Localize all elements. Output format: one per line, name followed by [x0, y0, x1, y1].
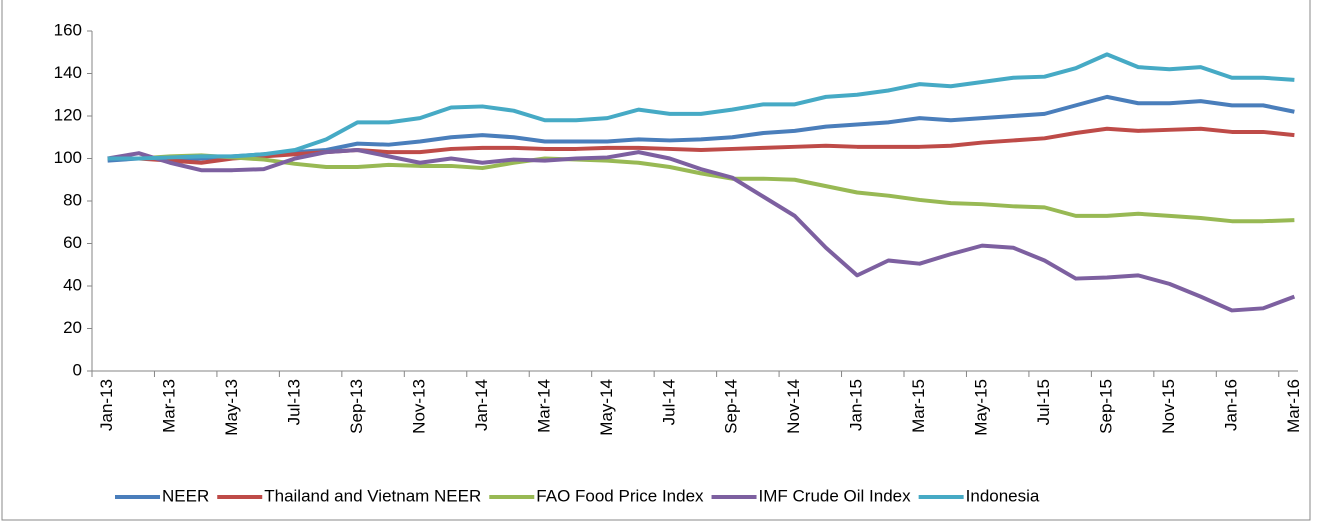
- legend-label: FAO Food Price Index: [536, 486, 704, 505]
- x-tick-label: Jan-13: [97, 379, 116, 431]
- x-tick-label: Jan-15: [847, 379, 866, 431]
- x-tick-label: Mar-13: [160, 379, 179, 433]
- x-tick-label: Mar-16: [1284, 379, 1303, 433]
- x-tick-label: Nov-14: [784, 379, 803, 434]
- x-tick-label: Nov-15: [1159, 379, 1178, 434]
- series-line: [107, 94, 1295, 163]
- series-line: [107, 153, 1295, 224]
- x-tick-label: May-13: [222, 379, 241, 436]
- y-tick-label: 20: [63, 318, 82, 337]
- x-tick-label: Jul-13: [284, 379, 303, 425]
- y-tick-label: 40: [63, 275, 82, 294]
- series-line: [107, 52, 1295, 161]
- legend-label: IMF Crude Oil Index: [759, 486, 912, 505]
- x-tick-label: Jan-16: [1221, 379, 1240, 431]
- legend-label: NEER: [162, 486, 209, 505]
- x-tick-label: Sep-13: [347, 379, 366, 434]
- legend-label: Thailand and Vietnam NEER: [264, 486, 481, 505]
- x-tick-label: Jan-14: [472, 379, 491, 431]
- x-tick-label: Sep-15: [1096, 379, 1115, 434]
- series-line: [107, 148, 1296, 313]
- x-tick-label: Sep-14: [722, 379, 741, 434]
- x-tick-label: Mar-15: [909, 379, 928, 433]
- y-tick-label: 60: [63, 233, 82, 252]
- x-tick-label: Jul-15: [1034, 379, 1053, 425]
- x-tick-label: Nov-13: [409, 379, 428, 434]
- y-tick-label: 0: [73, 360, 82, 379]
- y-tick-label: 80: [63, 190, 82, 209]
- y-tick-label: 140: [54, 63, 82, 82]
- x-tick-label: May-15: [972, 379, 991, 436]
- series-line: [107, 126, 1295, 165]
- x-tick-label: May-14: [597, 379, 616, 436]
- legend-label: Indonesia: [966, 486, 1040, 505]
- y-tick-label: 100: [54, 148, 82, 167]
- y-tick-label: 120: [54, 105, 82, 124]
- y-tick-label: 160: [54, 20, 82, 39]
- x-tick-label: Mar-14: [534, 379, 553, 433]
- x-tick-label: Jul-14: [659, 379, 678, 425]
